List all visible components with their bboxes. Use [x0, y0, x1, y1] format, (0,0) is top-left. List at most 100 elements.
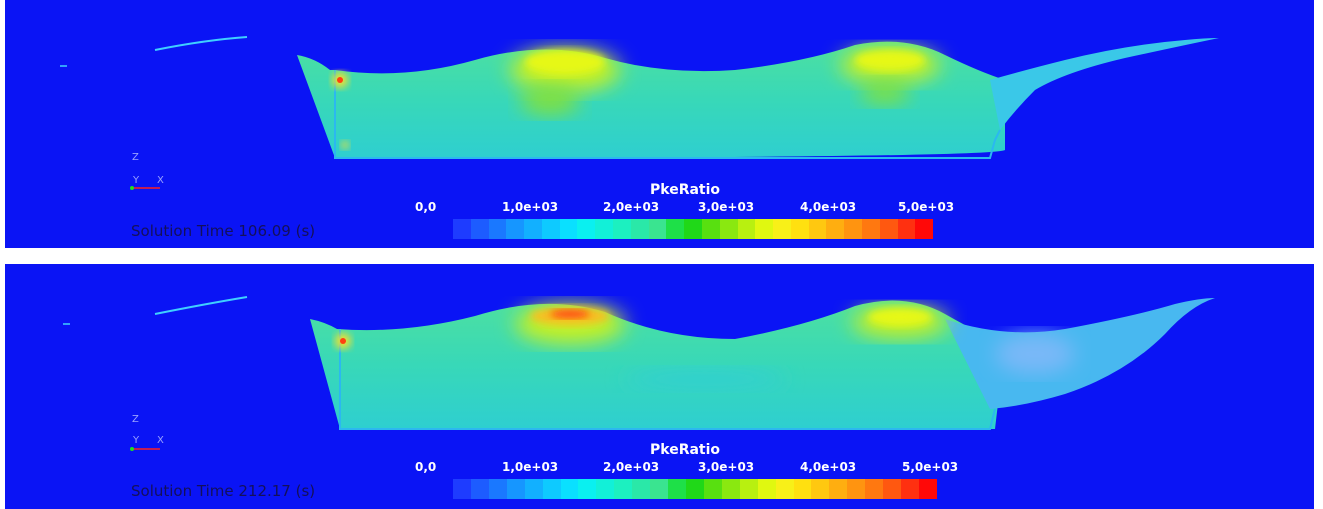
colorbar-swatch	[595, 219, 614, 239]
legend-tick-0: 0,0	[415, 200, 437, 214]
colorbar-swatch	[775, 479, 794, 499]
colorbar-swatch	[506, 479, 525, 499]
legend-tick-5: 5,0e+03	[902, 460, 959, 474]
colorbar-swatch	[668, 479, 686, 499]
colorbar-swatch	[915, 219, 934, 239]
fluid-body	[297, 41, 1005, 158]
colorbar-swatch	[737, 219, 756, 239]
colorbar-swatch	[847, 479, 866, 499]
legend-title: PkeRatio	[650, 182, 721, 198]
legend-tick-3: 3,0e+03	[698, 200, 755, 214]
colorbar-swatch	[918, 479, 937, 499]
legend-tick-1: 1,0e+03	[502, 460, 559, 474]
colorbar-swatch	[897, 219, 916, 239]
colorbar	[453, 479, 937, 499]
legend-tick-1: 1,0e+03	[502, 200, 559, 214]
colorbar-swatch	[865, 479, 884, 499]
colorbar-swatch	[614, 479, 633, 499]
contour-plot-panel-bottom: Z Y X PkeRatio 0,0 1,0e+03 2,0e+03 3,0e+…	[5, 264, 1314, 509]
crest-core-2	[868, 308, 932, 326]
colorbar-swatch	[488, 219, 507, 239]
colorbar-swatch	[488, 479, 507, 499]
colorbar-swatch	[790, 219, 809, 239]
axis-z-label: Z	[132, 152, 139, 163]
colorbar-swatch	[596, 479, 615, 499]
legend-tick-2: 2,0e+03	[603, 200, 660, 214]
colorbar-swatch	[541, 219, 560, 239]
wake-2	[860, 80, 910, 104]
colorbar-swatch	[453, 479, 471, 499]
colorbar-swatch	[826, 219, 845, 239]
wave-tail	[990, 38, 1219, 130]
colorbar-swatch	[721, 479, 740, 499]
axis-y-label: Y	[133, 435, 140, 446]
colorbar-swatch	[844, 219, 862, 239]
crest-core-2	[855, 50, 925, 70]
colorbar-swatch	[808, 219, 827, 239]
colorbar-swatch	[879, 219, 898, 239]
colorbar	[453, 219, 934, 239]
crest-core-1	[525, 50, 605, 74]
fluid-body	[310, 300, 1005, 429]
axis-origin	[130, 447, 134, 451]
colorbar-swatch	[506, 219, 525, 239]
colorbar-swatch	[578, 479, 597, 499]
colorbar-swatch	[773, 219, 791, 239]
axis-x-label: X	[157, 435, 164, 446]
colorbar-swatch	[703, 479, 722, 499]
crest-peak-1	[550, 310, 590, 318]
colorbar-swatch	[577, 219, 596, 239]
axis-y-label: Y	[133, 175, 140, 186]
colorbar-swatch	[829, 479, 848, 499]
pke-ratio-field-top	[60, 36, 1219, 190]
colorbar-swatch	[684, 219, 702, 239]
wall-core	[340, 338, 346, 344]
colorbar-swatch	[719, 219, 738, 239]
corner-hotspot	[341, 141, 349, 149]
colorbar-swatch	[701, 219, 720, 239]
solution-time-label: Solution Time 106.09 (s)	[131, 222, 316, 240]
colorbar-swatch	[793, 479, 812, 499]
colorbar-swatch	[685, 479, 704, 499]
axis-x-label: X	[157, 175, 164, 186]
colorbar-swatch	[559, 219, 578, 239]
colorbar-swatch	[883, 479, 902, 499]
colorbar-swatch	[524, 219, 542, 239]
legend-title: PkeRatio	[650, 442, 721, 458]
shear-band	[625, 369, 785, 389]
domain-edge	[339, 329, 996, 430]
colorbar-swatch	[524, 479, 543, 499]
legend-tick-0: 0,0	[415, 460, 437, 474]
low-region	[995, 334, 1075, 374]
colorbar-swatch	[542, 479, 561, 499]
colorbar-swatch	[739, 479, 758, 499]
colorbar-swatch	[453, 219, 471, 239]
legend-tick-4: 4,0e+03	[800, 200, 857, 214]
colorbar-swatch	[560, 479, 579, 499]
spray-streak	[154, 296, 248, 315]
legend-tick-3: 3,0e+03	[698, 460, 755, 474]
colorbar-swatch	[613, 219, 631, 239]
colorbar-swatch	[666, 219, 685, 239]
colorbar-swatch	[650, 479, 669, 499]
colorbar-swatch	[901, 479, 919, 499]
colorbar-swatch	[632, 479, 651, 499]
spray-streak	[154, 36, 248, 51]
colorbar-swatch	[470, 479, 489, 499]
legend-tick-4: 4,0e+03	[800, 460, 857, 474]
wave-tail	[945, 298, 1215, 409]
contour-plot-panel-top: Z Y X PkeRatio 0,0 1,0e+03 2,0e+03 3,0e+…	[5, 0, 1314, 248]
legend-tick-2: 2,0e+03	[603, 460, 660, 474]
domain-edge	[334, 70, 1001, 159]
colorbar-swatch	[811, 479, 830, 499]
colorbar-swatch	[861, 219, 880, 239]
legend-tick-5: 5,0e+03	[898, 200, 955, 214]
wall-core	[337, 77, 343, 83]
axis-origin	[130, 186, 134, 190]
colorbar-swatch	[630, 219, 649, 239]
colorbar-swatch	[470, 219, 489, 239]
solution-time-label: Solution Time 212.17 (s)	[131, 482, 316, 500]
colorbar-swatch	[755, 219, 774, 239]
colorbar-swatch	[648, 219, 667, 239]
wake-1	[520, 85, 580, 115]
